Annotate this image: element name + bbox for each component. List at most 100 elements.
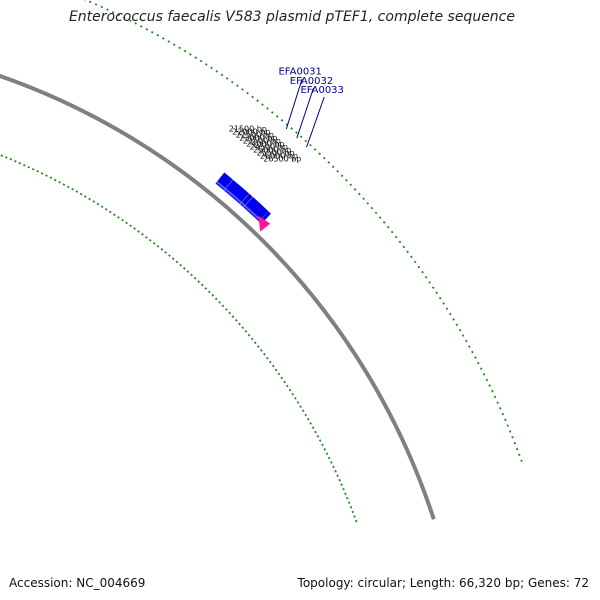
outer-tick-mark — [398, 240, 402, 244]
gene-feature-highlight — [240, 201, 246, 207]
outer-tick-mark — [421, 270, 424, 274]
outer-tick-mark — [390, 230, 394, 234]
outer-tick-mark — [309, 143, 312, 147]
outer-tick-mark — [275, 115, 279, 118]
inner-tick-mark — [75, 190, 79, 193]
outer-tick-mark — [370, 206, 374, 210]
inner-tick-mark — [228, 311, 232, 315]
inner-tick-mark — [332, 465, 335, 469]
outer-tick-mark — [178, 46, 181, 50]
inner-tick-mark — [141, 233, 144, 236]
outer-tick-mark — [230, 80, 234, 84]
outer-tick-mark — [199, 59, 203, 63]
outer-tick-mark — [445, 307, 449, 311]
outer-tick-mark — [340, 174, 344, 178]
inner-tick-mark — [160, 248, 164, 251]
tick-label: 22500 bp — [236, 130, 274, 139]
outer-tick-mark — [299, 135, 303, 139]
outer-tick-mark — [374, 211, 378, 215]
outer-tick-mark — [94, 3, 98, 6]
outer-tick-mark — [204, 63, 208, 66]
tick-label: 24000 bp — [246, 139, 284, 148]
inner-tick-mark — [247, 333, 251, 337]
inner-tick-mark — [96, 202, 100, 206]
inner-tick-mark — [66, 185, 70, 189]
inner-tick-mark — [268, 360, 272, 364]
inner-tick-mark — [113, 213, 116, 216]
inner-tick-mark — [274, 368, 278, 372]
inner-tick-mark — [336, 474, 339, 478]
outer-tick-mark — [236, 84, 239, 88]
outer-tick-mark — [474, 356, 477, 359]
tick-label: 21500 bp — [229, 125, 267, 134]
outer-tick-mark — [428, 281, 432, 284]
outer-tick-mark — [156, 34, 160, 37]
inner-tick-mark — [40, 172, 44, 175]
inner-tick-mark — [340, 483, 343, 486]
tick-label: 22000 bp — [232, 128, 270, 137]
inner-tick-mark — [351, 510, 354, 514]
map-title: Enterococcus faecalis V583 plasmid pTEF1… — [68, 9, 515, 25]
outer-tick-mark — [194, 56, 198, 59]
inner-tick-mark — [92, 200, 96, 203]
outer-tick-mark — [162, 37, 165, 40]
inner-tick-mark — [280, 376, 284, 380]
outer-tick-mark — [479, 367, 483, 371]
inner-tick-mark — [299, 405, 302, 408]
outer-tick-mark — [128, 19, 132, 22]
inner-tick-mark — [5, 156, 8, 159]
inner-tick-mark — [277, 372, 281, 376]
inner-tick-mark — [83, 195, 87, 198]
inner-tick-mark — [306, 417, 310, 421]
inner-tick-mark — [234, 318, 238, 322]
inner-tick-mark — [171, 257, 175, 261]
inner-tick-mark — [179, 263, 182, 267]
inner-tick-mark — [244, 330, 248, 333]
inner-tick-mark — [257, 345, 260, 348]
inner-tick-mark — [221, 304, 225, 308]
outer-tick-ring — [83, 0, 523, 462]
outer-tick-mark — [89, 0, 92, 4]
outer-tick-mark — [508, 430, 512, 433]
inner-tick-mark — [325, 452, 329, 455]
inner-tick-mark — [330, 461, 333, 464]
outer-tick-mark — [167, 40, 171, 43]
inner-tick-mark — [186, 270, 190, 273]
outer-tick-mark — [251, 95, 254, 99]
outer-tick-mark — [477, 361, 480, 365]
inner-tick-mark — [304, 413, 307, 417]
outer-tick-mark — [520, 459, 523, 462]
tick-label: 25500 bp — [256, 148, 294, 157]
outer-tick-mark — [515, 447, 519, 451]
outer-tick-mark — [504, 418, 507, 422]
outer-tick-mark — [482, 372, 486, 376]
inner-tick-mark — [9, 158, 13, 161]
outer-tick-mark — [394, 235, 398, 239]
inner-tick-mark — [49, 176, 53, 180]
outer-tick-mark — [151, 31, 154, 34]
inner-tick-mark — [327, 456, 331, 460]
gene-feature-highlight — [216, 181, 226, 190]
outer-tick-mark — [366, 201, 370, 205]
backbone-arc — [0, 73, 436, 520]
outer-tick-mark — [501, 412, 505, 416]
inner-tick-mark — [314, 430, 317, 434]
outer-tick-mark — [452, 318, 455, 321]
gene-leader-line — [285, 78, 303, 130]
outer-tick-mark — [431, 286, 435, 289]
outer-tick-mark — [295, 131, 298, 134]
inner-tick-mark — [283, 380, 286, 384]
outer-tick-mark — [496, 401, 499, 404]
outer-tick-mark — [382, 221, 386, 224]
inner-tick-mark — [100, 205, 104, 208]
outer-tick-mark — [331, 165, 335, 169]
outer-tick-mark — [220, 73, 224, 77]
outer-tick-mark — [100, 5, 104, 9]
tick-label: 23000 bp — [239, 133, 277, 142]
topology-summary: Topology: circular; Length: 66,320 bp; G… — [297, 576, 589, 590]
outer-tick-mark — [172, 43, 176, 46]
outer-tick-mark — [511, 435, 514, 439]
tick-label: 24500 bp — [250, 142, 288, 151]
outer-tick-mark — [513, 441, 517, 445]
